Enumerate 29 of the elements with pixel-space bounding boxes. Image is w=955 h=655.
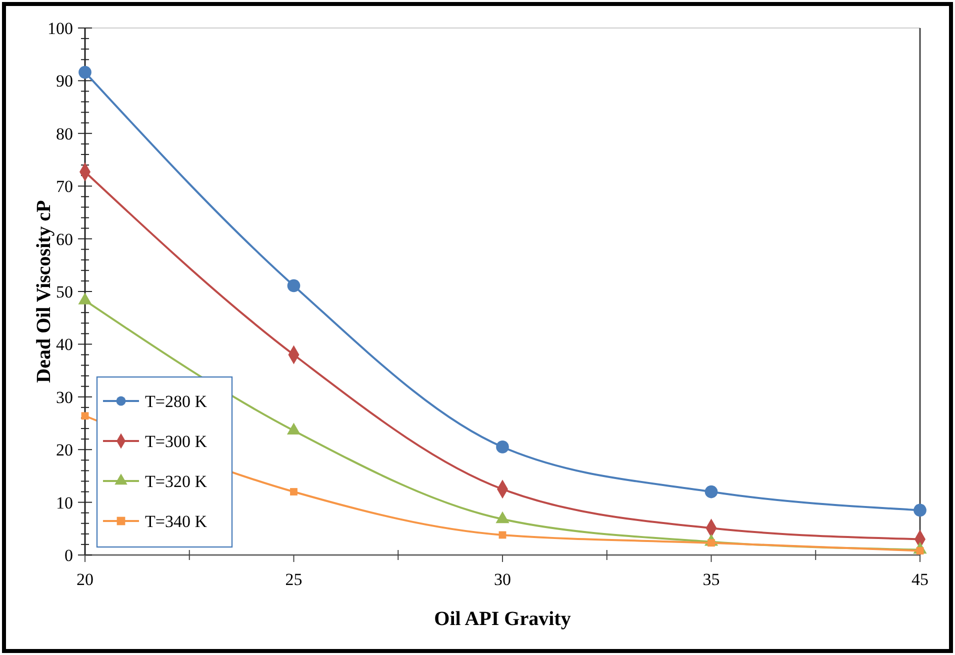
point bbox=[78, 66, 92, 79]
y-tick-label: 70 bbox=[56, 177, 73, 196]
x-tick-label: 20 bbox=[76, 570, 94, 589]
y-tick-label: 30 bbox=[56, 388, 73, 407]
y-tick-label: 60 bbox=[56, 230, 73, 249]
y-tick-label: 90 bbox=[56, 72, 73, 91]
legend-label: T=320 K bbox=[145, 472, 208, 491]
y-axis-title: Dead Oil Viscosity cP bbox=[33, 200, 55, 383]
x-axis-title: Oil API Gravity bbox=[434, 608, 571, 630]
y-tick-label: 10 bbox=[56, 493, 73, 512]
x-tick-label: 25 bbox=[285, 570, 302, 589]
y-tick-label: 20 bbox=[56, 440, 73, 460]
y-tick-label: 80 bbox=[56, 124, 73, 144]
point bbox=[290, 488, 298, 496]
x-tick-label: 30 bbox=[494, 570, 511, 589]
point bbox=[287, 279, 300, 292]
point bbox=[496, 440, 509, 454]
y-tick-label: 50 bbox=[56, 282, 73, 302]
point bbox=[914, 504, 926, 517]
x-tick-label: 35 bbox=[702, 570, 720, 589]
point bbox=[704, 485, 718, 498]
legend-label: T=340 K bbox=[145, 512, 208, 531]
y-tick-label: 100 bbox=[48, 18, 73, 38]
y-tick-label: 40 bbox=[56, 335, 73, 354]
legend-label: T=300 K bbox=[145, 432, 208, 451]
point bbox=[81, 412, 89, 420]
x-tick-label: 45 bbox=[912, 570, 928, 589]
legend-label: T=280 K bbox=[145, 392, 208, 411]
y-tick-label: 0 bbox=[64, 546, 73, 565]
